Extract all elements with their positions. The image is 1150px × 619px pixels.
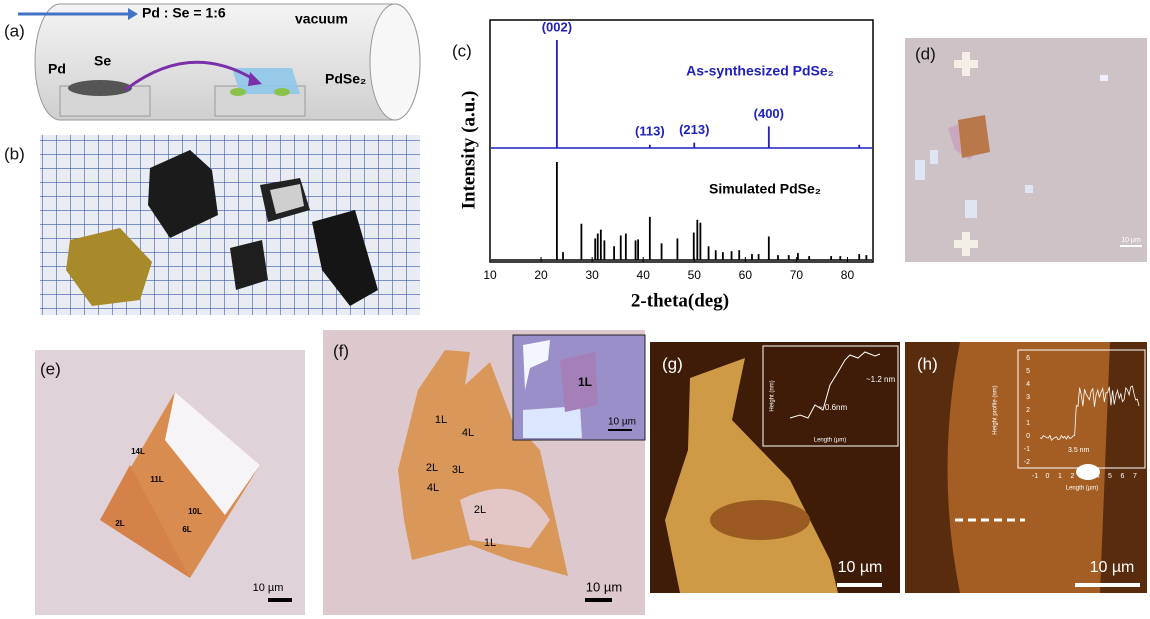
profile-y-label: Height profile (nm) xyxy=(993,385,999,434)
layer-label: 1L xyxy=(484,537,496,549)
product-label: PdSe₂ xyxy=(325,71,366,87)
figure: (a) Pd : Se = 1:6 vacuum Pd Se PdSe₂ (b)… xyxy=(0,0,1150,619)
profile-y-tick: 1 xyxy=(1026,420,1030,427)
panel-g: (g) 10 µm Length (µm) Height (nm) ~1.2 n… xyxy=(650,342,900,593)
source-label: Pd xyxy=(48,61,66,77)
profile-x-tick: 2 xyxy=(1071,473,1075,480)
profile-x-tick: 4 xyxy=(1096,473,1100,480)
y-axis-label: Intensity (a.u.) xyxy=(458,91,479,210)
x-axis-label: 2-theta(deg) xyxy=(631,290,729,311)
panel-h: (h) 10 µm Length (µm) Height profile (nm… xyxy=(905,342,1147,593)
peak-label: (213) xyxy=(679,122,709,137)
panel-f: (f) 1L 10 µm 10 µm 1L 4L 2L 3L 4L 2L 1L xyxy=(323,330,645,615)
profile-y-label: Height (nm) xyxy=(770,380,776,411)
panel-a: (a) Pd : Se = 1:6 vacuum Pd Se PdSe₂ xyxy=(4,4,420,120)
profile-y-tick: 4 xyxy=(1026,381,1030,388)
layer-label: 11L xyxy=(150,475,163,484)
panel-b: (b) xyxy=(4,135,420,315)
panel-e: (e) 10 µm 14L 11L 2L 10L 6L xyxy=(35,350,305,615)
profile-y-tick: 2 xyxy=(1026,407,1030,414)
profile-y-tick: 3 xyxy=(1026,394,1030,401)
ratio: Pd : Se = 1:6 xyxy=(142,5,226,21)
profile-y-tick: -2 xyxy=(1024,459,1030,466)
step-label: ~1.2 nm xyxy=(866,375,895,384)
x-tick-label: 40 xyxy=(637,268,651,282)
profile-x-tick: -1 xyxy=(1032,473,1038,480)
series-label: Simulated PdSe₂ xyxy=(709,181,821,197)
profile-x-label: Length (µm) xyxy=(814,438,846,444)
scale-bar-label: 10 µm xyxy=(1090,559,1135,576)
source-label: Se xyxy=(94,53,111,69)
layer-label: 2L xyxy=(474,504,486,516)
layer-label: 3L xyxy=(452,464,464,476)
profile-y-tick: 6 xyxy=(1026,355,1030,362)
layer-label: 2L xyxy=(115,519,124,528)
panel-label: (c) xyxy=(452,41,472,60)
step-label: 3.5 nm xyxy=(1068,447,1090,454)
layer-label: 10L xyxy=(188,507,202,516)
peak-label: (400) xyxy=(754,106,784,121)
panel-label: (a) xyxy=(4,21,25,40)
x-tick-label: 50 xyxy=(688,268,702,282)
inset-scale-bar-label: 10 µm xyxy=(608,417,636,428)
layer-label: 14L xyxy=(131,447,145,456)
inset-layer-label: 1L xyxy=(578,375,592,389)
layer-label: 1L xyxy=(435,414,447,426)
profile-x-tick: 7 xyxy=(1133,473,1137,480)
panel-label: (g) xyxy=(662,354,683,373)
profile-y-tick: -1 xyxy=(1024,446,1030,453)
layer-label: 2L xyxy=(426,462,438,474)
x-tick-label: 10 xyxy=(483,268,497,282)
panel-label: (f) xyxy=(333,341,349,360)
profile-y-tick: 0 xyxy=(1026,433,1030,440)
profile-x-tick: 3 xyxy=(1083,473,1087,480)
scale-bar-label: 10 µm xyxy=(586,579,622,594)
layer-label: 4L xyxy=(462,427,474,439)
x-tick-label: 70 xyxy=(790,268,804,282)
panel-label: (d) xyxy=(915,44,936,63)
peak-label: (113) xyxy=(635,123,665,138)
scale-bar-label: 10 µm xyxy=(838,559,883,576)
layer-label: 4L xyxy=(427,482,439,494)
profile-x-tick: 0 xyxy=(1046,473,1050,480)
scale-bar-label: 10 µm xyxy=(253,582,284,594)
profile-y-tick: 5 xyxy=(1026,368,1030,375)
layer-label: 6L xyxy=(182,525,191,534)
profile-x-label: Length (µm) xyxy=(1066,486,1098,492)
peak-label: (002) xyxy=(542,19,572,34)
x-tick-label: 30 xyxy=(585,268,599,282)
profile-x-tick: 6 xyxy=(1121,473,1125,480)
scale-bar-label: 10 µm xyxy=(1121,237,1141,244)
panel-label: (e) xyxy=(40,359,61,378)
panel-label: (h) xyxy=(917,354,938,373)
profile-x-tick: 1 xyxy=(1058,473,1062,480)
profile-x-tick: 5 xyxy=(1108,473,1112,480)
series-label: As-synthesized PdSe₂ xyxy=(686,63,834,79)
x-tick-label: 60 xyxy=(739,268,753,282)
panel-d: (d) 10 µm xyxy=(905,38,1147,262)
x-tick-label: 20 xyxy=(534,268,548,282)
panel-label: (b) xyxy=(4,144,25,163)
x-tick-label: 80 xyxy=(841,268,855,282)
atmosphere: vacuum xyxy=(295,11,348,27)
step-label: ~ 0.6nm xyxy=(818,403,847,412)
panel-c: (c) 2-theta(deg) Intensity (a.u.) 10 20 30… xyxy=(452,19,873,311)
